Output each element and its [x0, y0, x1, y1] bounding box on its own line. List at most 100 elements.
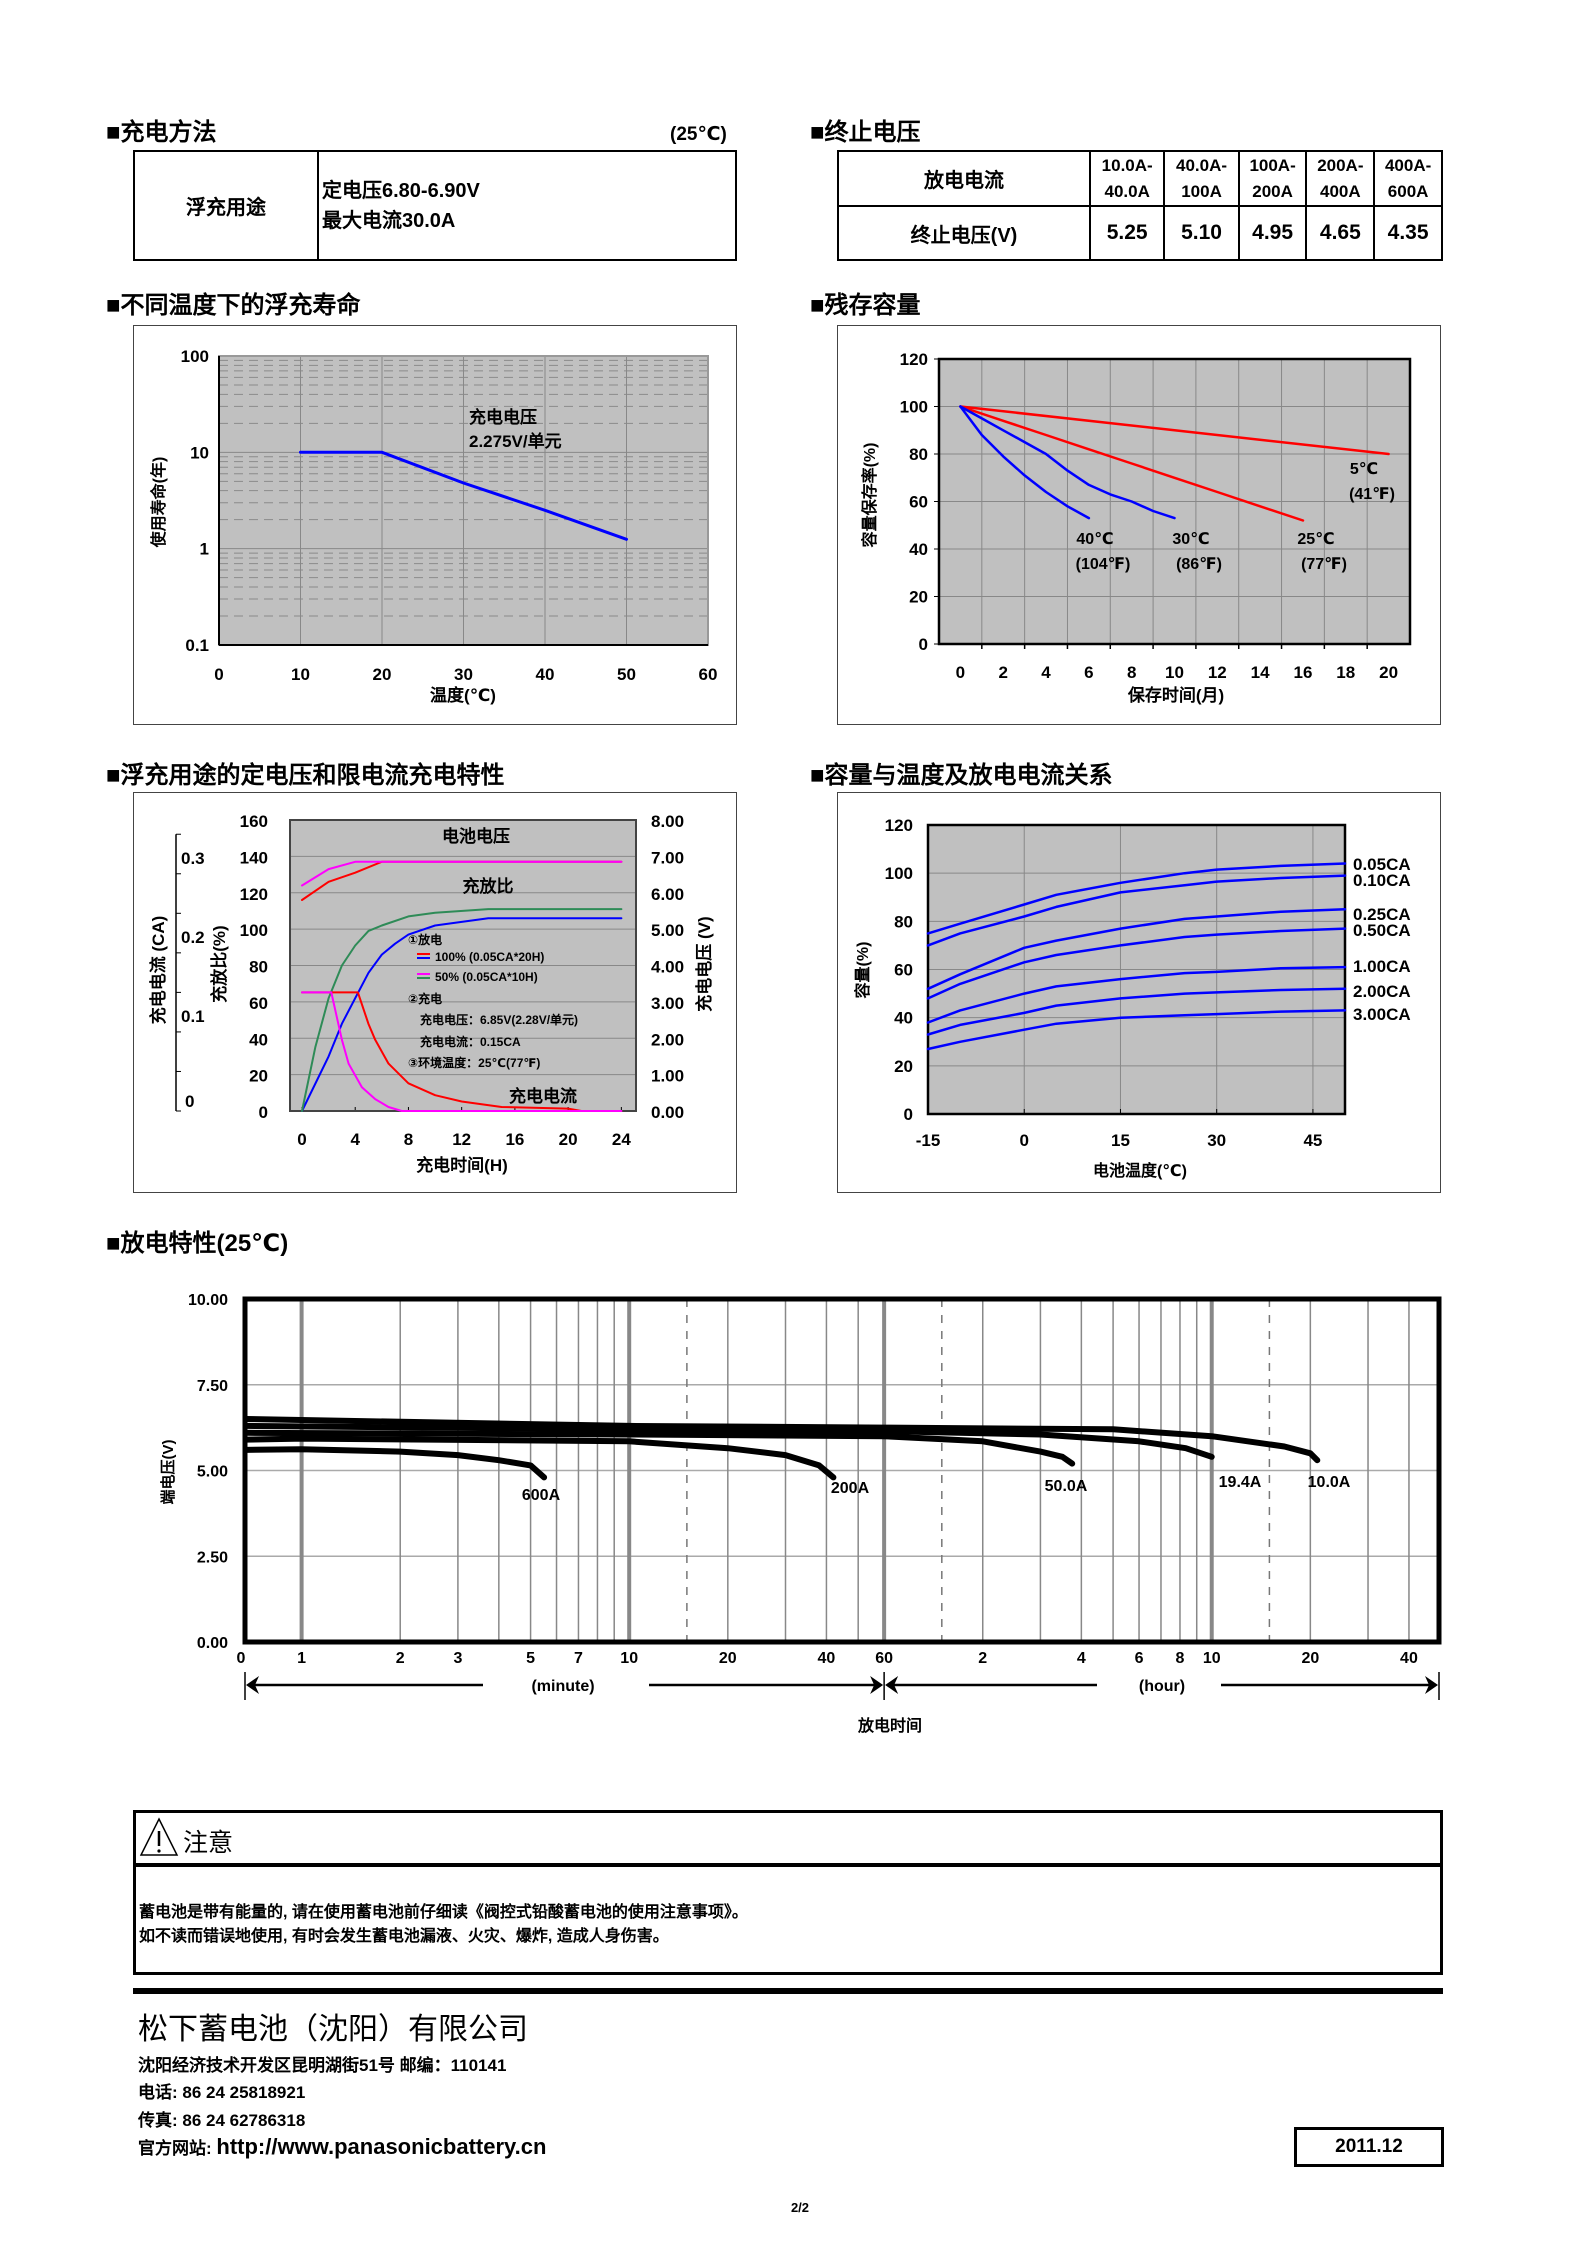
current-tick-label: 0.1 — [181, 1007, 205, 1026]
range-to: 400A — [1320, 181, 1361, 201]
discharge-characteristics-title: ■放电特性(25℃) — [106, 1230, 289, 1257]
end-voltage-header: 终止电压(V) — [837, 205, 1091, 261]
legend-ambient: ③环境温度：25℃(77℉) — [408, 1055, 540, 1070]
x-tick-label: 0 — [956, 663, 965, 682]
series-label: 2.00CA — [1353, 982, 1411, 1001]
x-tick-label: 20 — [719, 1650, 737, 1667]
y-axis-label: 容量保存率(%) — [860, 443, 879, 549]
capacity-temperature-title: ■容量与温度及放电电流关系 — [810, 762, 1113, 789]
series-label: 0.25CA — [1353, 905, 1411, 924]
legend-charge-voltage: 充电电压：6.85V(2.28V/单元) — [420, 1012, 578, 1027]
capacity-curve — [926, 965, 1347, 1024]
x-tick-label: 8 — [404, 1130, 413, 1149]
y-tick-label: 10 — [190, 443, 209, 462]
caution-line-2: 如不读而错误地使用, 有时会发生蓄电池漏液、火灾、爆炸, 造成人身伤害。 — [139, 1928, 669, 1945]
x-tick-label: 60 — [699, 665, 718, 684]
series-label: 1.00CA — [1353, 957, 1411, 976]
exclamation-dot — [157, 1849, 161, 1853]
retention-curve — [959, 405, 1176, 520]
annotation-line-1: 充电电压 — [469, 407, 537, 427]
arrow-head-icon — [885, 1676, 899, 1694]
x-tick-label: 6 — [1084, 663, 1093, 682]
float-life-chart: 0.1 1 10 100 0 10 20 30 40 50 60 充电电压 2.275V/单元温度(℃)… — [149, 347, 718, 705]
ratio-tick-label: 100 — [240, 921, 268, 940]
current-curve-label: 充电电流 — [509, 1086, 577, 1106]
x-tick-label: 4 — [1041, 663, 1051, 682]
x-tick-label: 2 — [998, 663, 1007, 682]
charge-curve-ratio — [301, 917, 623, 1112]
y-tick-label: 0 — [919, 635, 928, 654]
discharge-curve-label: 600A — [522, 1487, 561, 1504]
arrow-head-icon — [870, 1676, 884, 1694]
x-tick-label: 1 — [297, 1650, 306, 1667]
voltage-tick-label: 8.00 — [651, 812, 684, 831]
company-address: 沈阳经济技术开发区昆明湖街51号 邮编：110141 — [138, 2056, 507, 2075]
range-from: 100A- — [1249, 155, 1296, 175]
ratio-tick-label: 160 — [240, 812, 268, 831]
x-tick-label: 45 — [1303, 1131, 1322, 1150]
end-voltage-value: 4.35 — [1373, 205, 1443, 261]
charge-method-table: 浮充用途 定电压6.80-6.90V 最大电流30.0A — [133, 150, 737, 261]
current-tick-label: 0 — [185, 1092, 194, 1111]
voltage-tick-label: 2.00 — [651, 1030, 684, 1049]
end-voltage-value: 4.95 — [1237, 205, 1308, 261]
voltage-curve-label: 电池电压 — [442, 826, 510, 846]
x-tick-label: 7 — [574, 1650, 583, 1667]
curve-label: (104℉) — [1076, 556, 1131, 573]
x-tick-label: 0 — [297, 1130, 306, 1149]
website-link[interactable]: http://www.panasonicbattery.cn — [216, 2134, 547, 2159]
retention-curve — [959, 405, 1091, 520]
end-voltage-value: 4.65 — [1305, 205, 1376, 261]
ratio-tick-label: 60 — [249, 994, 268, 1013]
legend-charge: ②充电 — [408, 991, 442, 1006]
voltage-tick-label: 3.00 — [651, 994, 684, 1013]
x-tick-label: 6 — [1135, 1650, 1144, 1667]
ratio-curve-label: 充放比 — [463, 876, 514, 896]
x-tick-label: 30 — [454, 665, 473, 684]
x-tick-label: 3 — [453, 1650, 462, 1667]
y-tick-label: 0.1 — [185, 636, 209, 655]
cutoff-voltage-table: 放电电流 10.0A- 40.0A 40.0A- 100A 100A- 200A 20… — [837, 150, 1443, 261]
legend-discharge: ①放电 — [408, 932, 442, 947]
x-tick-label: 8 — [1176, 1650, 1185, 1667]
residual-capacity-chart: 0 20 40 60 80 100 120 0 2 4 6 8 10 12 14 16 18 20 5℃ (41℉) 2… — [860, 350, 1412, 705]
x-tick-label: 12 — [452, 1130, 471, 1149]
y-tick-label: 20 — [894, 1057, 913, 1076]
curve-label: (86℉) — [1176, 556, 1222, 573]
series-label: 0.50CA — [1353, 921, 1411, 940]
company-phone: 电话: 86 24 25818921 — [138, 2083, 306, 2102]
x-tick-label: 2 — [978, 1650, 987, 1667]
x-tick-label: 0 — [237, 1650, 246, 1667]
y-tick-label: 120 — [900, 350, 928, 369]
discharge-curve — [243, 1435, 837, 1481]
current-range-cell: 400A- 600A — [1373, 150, 1443, 207]
x-tick-label: 4 — [1077, 1650, 1086, 1667]
current-range-cell: 100A- 200A — [1237, 150, 1308, 207]
voltage-tick-label: 7.00 — [651, 848, 684, 867]
x-tick-label: 2 — [396, 1650, 405, 1667]
discharge-curve — [243, 1446, 548, 1481]
ratio-tick-label: 120 — [240, 885, 268, 904]
y-tick-label: 0 — [904, 1105, 913, 1124]
discharge-current-header: 放电电流 — [837, 150, 1091, 207]
ratio-tick-label: 140 — [240, 848, 268, 867]
x-tick-label: 18 — [1336, 663, 1355, 682]
y-tick-label: 10.00 — [188, 1292, 228, 1309]
y-tick-label: 60 — [909, 493, 928, 512]
voltage-axis-label: 充电电压 (V) — [694, 916, 714, 1011]
charge-spec-cell: 定电压6.80-6.90V 最大电流30.0A — [317, 150, 737, 261]
voltage-tick-label: 4.00 — [651, 958, 684, 977]
charge-curve-current — [301, 991, 623, 1112]
voltage-tick-label: 6.00 — [651, 885, 684, 904]
charge-voltage-text: 定电压6.80-6.90V — [322, 179, 480, 202]
x-tick-label: 20 — [559, 1130, 578, 1149]
x-tick-label: 14 — [1251, 663, 1270, 682]
x-tick-label: 0 — [214, 665, 223, 684]
charge-chart-frame — [133, 792, 737, 1193]
curve-label: 30℃ — [1172, 531, 1209, 548]
curve-label: 5℃ — [1350, 461, 1378, 478]
charge-curve-current — [301, 991, 623, 1112]
voltage-tick-label: 1.00 — [651, 1067, 684, 1086]
x-tick-label: -15 — [916, 1131, 941, 1150]
x-tick-label: 4 — [350, 1130, 360, 1149]
